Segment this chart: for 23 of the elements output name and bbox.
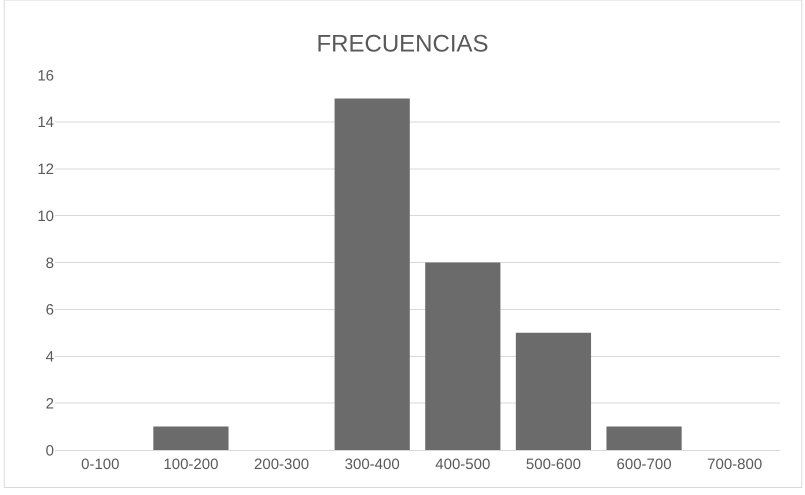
bar <box>425 262 500 450</box>
y-tick-label: 0 <box>46 442 54 460</box>
y-tick-label: 8 <box>46 254 54 272</box>
y-tick-label: 2 <box>46 395 54 412</box>
x-tick-label: 0-100 <box>81 456 120 473</box>
y-tick-label: 6 <box>46 302 54 319</box>
x-tick-label: 700-800 <box>707 456 762 473</box>
bar <box>516 332 592 450</box>
x-tick-label: 200-300 <box>254 456 310 473</box>
bar <box>606 426 682 450</box>
y-tick-label: 10 <box>37 208 54 225</box>
bar <box>153 426 229 450</box>
y-tick-label: 14 <box>37 114 54 132</box>
y-tick-label: 16 <box>37 67 54 84</box>
x-tick-label: 500-600 <box>526 456 581 473</box>
y-tick-label: 4 <box>46 348 54 366</box>
chart-title: FRECUENCIAS <box>316 30 489 58</box>
x-tick-label: 600-700 <box>616 456 672 473</box>
bar <box>334 98 410 450</box>
y-tick-label: 12 <box>37 161 54 178</box>
x-tick-label: 400-500 <box>435 456 490 473</box>
x-tick-label: 300-400 <box>344 456 400 473</box>
x-tick-label: 100-200 <box>163 456 218 473</box>
